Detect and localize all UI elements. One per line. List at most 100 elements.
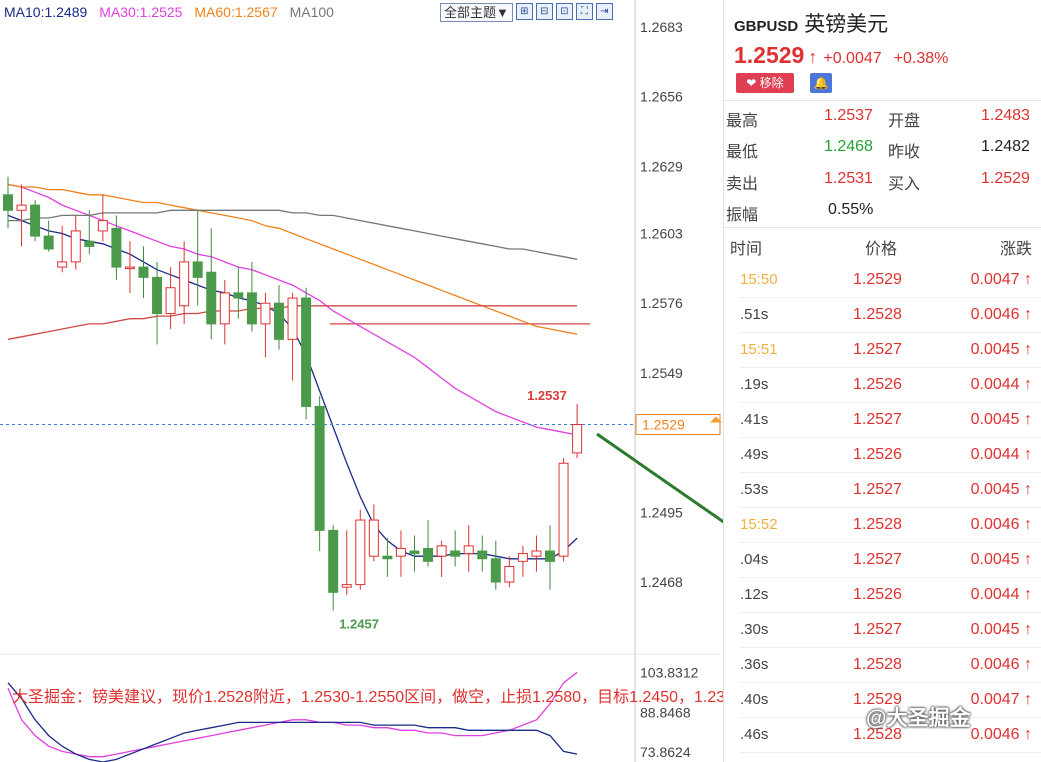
candle-body bbox=[382, 555, 393, 560]
y-tick-label: 1.2629 bbox=[640, 158, 683, 174]
symbol-name: 英镑美元 bbox=[804, 12, 889, 36]
current-price-label: 1.2529 bbox=[642, 417, 685, 433]
tick-time: .53s bbox=[740, 481, 769, 498]
quote-panel: GBPUSD 英镑美元 1.2529 ↑ +0.0047 +0.38% ❤ 移除 🔔 最… bbox=[723, 0, 1041, 762]
fullscreen-icon[interactable]: ⛶ bbox=[575, 3, 593, 20]
tick-change: 0.0044 ↑ bbox=[970, 446, 1032, 463]
zoom-out-icon[interactable]: ⊟ bbox=[535, 3, 553, 20]
sub-line-1 bbox=[7, 682, 578, 762]
candle-body bbox=[206, 271, 217, 325]
last-price: 1.2529 bbox=[734, 42, 805, 68]
candle-body bbox=[395, 547, 406, 557]
tick-header-time: 时间 bbox=[730, 241, 763, 258]
low-label: 最低 bbox=[726, 144, 759, 161]
tick-row: .41s 1.2527 0.0045 ↑ bbox=[724, 403, 1041, 438]
tick-row: 15:51 1.2527 0.0045 ↑ bbox=[724, 333, 1041, 368]
row-divider bbox=[740, 682, 1041, 683]
row-divider bbox=[740, 507, 1041, 508]
y-tick-label: 1.2656 bbox=[640, 89, 683, 105]
tick-change: 0.0044 ↑ bbox=[970, 586, 1032, 603]
y-tick-label: 1.2549 bbox=[640, 365, 683, 381]
row-divider bbox=[740, 647, 1041, 648]
candle-body bbox=[246, 292, 257, 325]
tick-time: .51s bbox=[740, 306, 769, 323]
tick-time: .40s bbox=[740, 691, 769, 708]
tick-row: .36s 1.2528 0.0046 ↑ bbox=[724, 648, 1041, 683]
candle-body bbox=[423, 547, 434, 562]
candle-body bbox=[545, 550, 555, 562]
candle-body bbox=[3, 194, 13, 211]
tick-price: 1.2527 bbox=[853, 411, 902, 428]
tick-price: 1.2526 bbox=[853, 376, 902, 393]
y-tick-label: 1.2495 bbox=[640, 504, 683, 520]
price-line: 1.2529 ↑ +0.0047 +0.38% bbox=[734, 42, 960, 69]
buy-label: 买入 bbox=[888, 176, 921, 193]
row-divider bbox=[740, 717, 1041, 718]
tick-price: 1.2529 bbox=[853, 691, 902, 708]
ma30-label: MA30:1.2525 bbox=[99, 4, 183, 20]
tick-time: .12s bbox=[740, 586, 769, 603]
tick-row: .51s 1.2528 0.0046 ↑ bbox=[724, 298, 1041, 333]
row-divider bbox=[740, 297, 1041, 298]
candle-body bbox=[572, 424, 583, 454]
candle-body bbox=[16, 204, 27, 211]
tick-change: 0.0047 ↑ bbox=[970, 271, 1032, 288]
price-chart[interactable]: 1.2683 1.2656 1.2629 1.2603 1.2576 1.2549 1.24… bbox=[0, 0, 723, 762]
open-label: 开盘 bbox=[888, 113, 921, 130]
tick-time: .04s bbox=[740, 551, 769, 568]
advice-text: 大圣掘金：镑美建议，现价1.2528附近，1.2530-1.2550区间，做空，… bbox=[12, 689, 759, 706]
low-value: 1.2468 bbox=[824, 138, 873, 155]
price-marker-icon bbox=[710, 416, 722, 423]
candle-body bbox=[409, 550, 420, 555]
high-label: 1.2537 bbox=[527, 388, 567, 403]
y-tick-label: 1.2468 bbox=[640, 574, 683, 590]
tick-price: 1.2526 bbox=[853, 446, 902, 463]
candle-body bbox=[517, 553, 528, 562]
tick-price: 1.2528 bbox=[853, 516, 902, 533]
scroll-right-icon[interactable]: ⇥ bbox=[595, 3, 613, 20]
candle-body bbox=[43, 235, 54, 250]
candle-body bbox=[219, 292, 230, 325]
tick-row: .12s 1.2526 0.0044 ↑ bbox=[724, 578, 1041, 613]
tick-row: 15:50 1.2529 0.0047 ↑ bbox=[724, 263, 1041, 298]
watermark: @大圣掘金 bbox=[866, 707, 971, 730]
tick-change: 0.0046 ↑ bbox=[970, 656, 1032, 673]
sell-value: 1.2531 bbox=[824, 170, 873, 187]
candle-body bbox=[260, 302, 271, 325]
bell-icon[interactable]: 🔔 bbox=[810, 73, 832, 93]
price-change-pct: +0.38% bbox=[893, 50, 949, 67]
up-arrow-icon: ↑ bbox=[808, 47, 818, 67]
tick-price: 1.2528 bbox=[853, 656, 902, 673]
theme-select[interactable]: 全部主题▼ bbox=[440, 3, 513, 22]
symbol-header: GBPUSD 英镑美元 bbox=[734, 8, 888, 38]
row-divider bbox=[740, 472, 1041, 473]
candle-body bbox=[111, 227, 122, 268]
remove-button[interactable]: ❤ 移除 bbox=[736, 73, 794, 93]
sell-label: 卖出 bbox=[726, 176, 759, 193]
tick-price: 1.2527 bbox=[853, 551, 902, 568]
tick-row: 15:52 1.2528 0.0046 ↑ bbox=[724, 508, 1041, 543]
candle-body bbox=[30, 204, 41, 237]
row-divider bbox=[740, 612, 1041, 613]
candle-body bbox=[355, 519, 366, 586]
tick-change: 0.0046 ↑ bbox=[970, 516, 1032, 533]
tick-time: 15:50 bbox=[740, 271, 778, 288]
sub-y-tick-label: 88.8468 bbox=[640, 704, 691, 720]
candle-body bbox=[287, 297, 298, 340]
candle-body bbox=[490, 558, 501, 583]
tick-change: 0.0045 ↑ bbox=[970, 341, 1032, 358]
high-label: 最高 bbox=[726, 113, 759, 130]
prev-close-value: 1.2482 bbox=[981, 138, 1030, 155]
row-divider bbox=[740, 577, 1041, 578]
candle-body bbox=[70, 230, 81, 263]
candle-body bbox=[192, 261, 203, 278]
fit-icon[interactable]: ⊡ bbox=[555, 3, 573, 20]
candle-body bbox=[463, 545, 474, 555]
tick-price: 1.2527 bbox=[853, 621, 902, 638]
candle-body bbox=[328, 529, 339, 593]
tick-price: 1.2527 bbox=[853, 481, 902, 498]
zoom-in-icon[interactable]: ⊞ bbox=[515, 3, 533, 20]
tick-row: .30s 1.2527 0.0045 ↑ bbox=[724, 613, 1041, 648]
candle-body bbox=[179, 261, 190, 307]
candle-body bbox=[531, 550, 542, 557]
